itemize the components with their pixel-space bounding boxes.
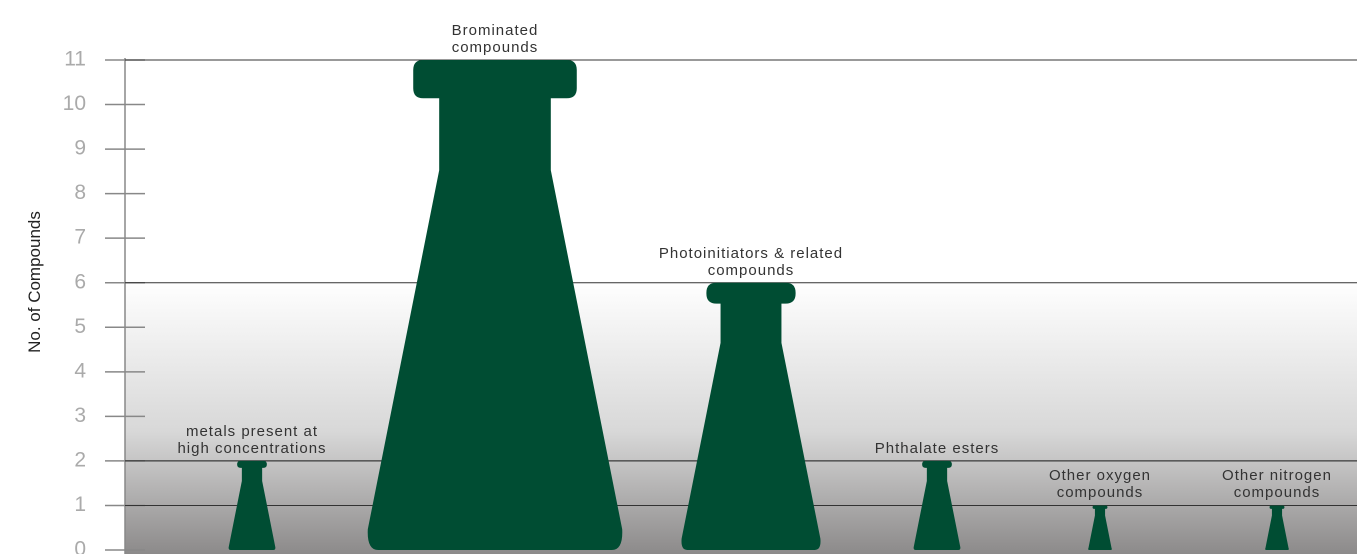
y-tick-label: 5 (74, 315, 86, 338)
category-label: Phthalate esters (874, 439, 1000, 457)
flask-bar (367, 60, 623, 550)
y-tick-label: 10 (63, 92, 86, 115)
y-tick-label: 3 (74, 404, 86, 427)
flask-bar (681, 282, 821, 550)
flask-bar (228, 460, 276, 550)
y-tick-label: 9 (74, 137, 86, 160)
category-label: metals present at high concentrations (177, 422, 327, 457)
category-label: Brominated compounds (451, 22, 539, 56)
category-label: Other oxygen compounds (1048, 467, 1152, 502)
y-tick-label: 8 (74, 181, 86, 204)
y-tick-label: 1 (74, 493, 86, 516)
flask-bar (1088, 505, 1112, 550)
y-tick-label: 0 (74, 538, 86, 554)
y-tick-label: 11 (64, 48, 86, 71)
y-tick-label: 7 (74, 226, 86, 249)
category-label: Other nitrogen compounds (1222, 467, 1332, 502)
category-label: Photoinitiators & related compounds (658, 244, 844, 279)
y-tick-label: 2 (74, 448, 86, 471)
flask-bar (913, 460, 961, 550)
y-axis-label: No. of Compounds (25, 211, 44, 353)
y-tick-label: 4 (74, 359, 86, 382)
y-tick-label: 6 (74, 270, 86, 293)
flask-bar (1265, 505, 1289, 550)
